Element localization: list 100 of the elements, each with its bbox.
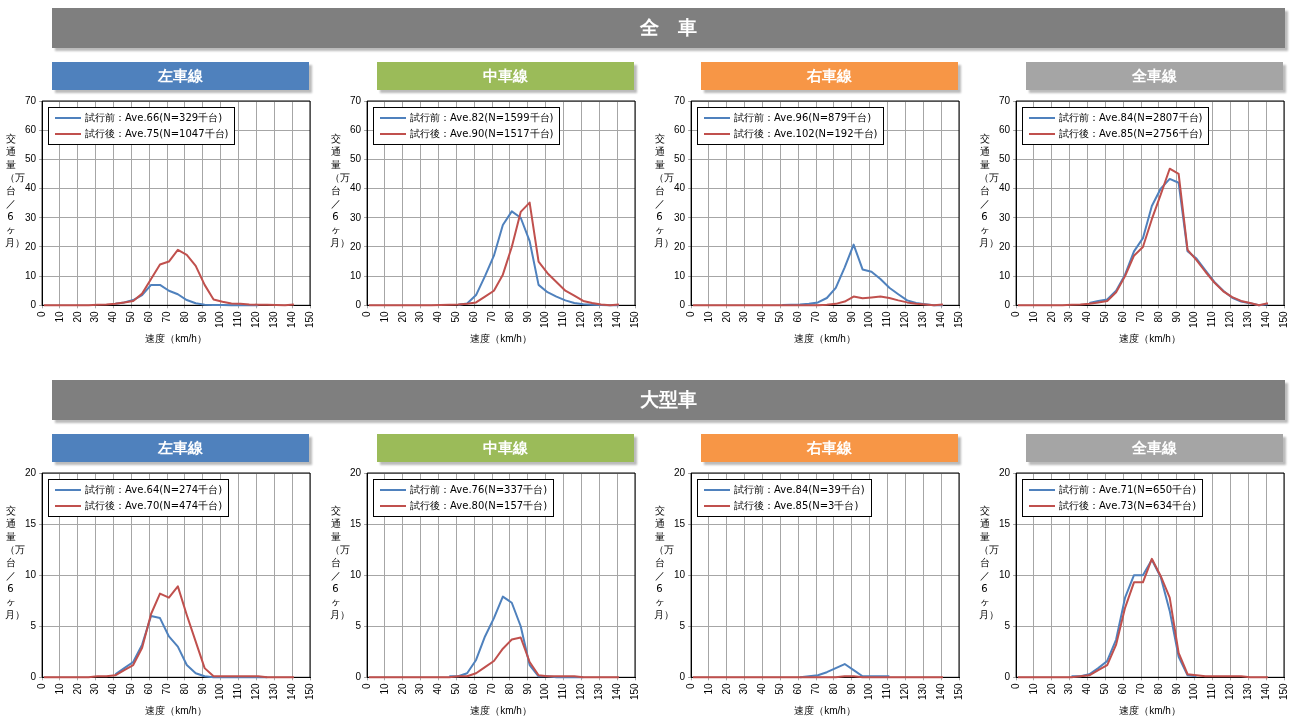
x-tick-label: 0 xyxy=(684,310,696,317)
x-tick-label: 90 xyxy=(1170,310,1182,323)
y-tick-label: 20 xyxy=(999,466,1011,478)
y-tick-label: 60 xyxy=(350,123,362,135)
x-tick-label: 80 xyxy=(1152,682,1164,695)
chart-title: 全車線 xyxy=(1026,434,1283,462)
y-tick-label: 20 xyxy=(350,240,362,252)
x-tick-label: 20 xyxy=(1045,682,1057,695)
text: 全 車 xyxy=(52,8,1285,48)
x-tick-label: 10 xyxy=(702,682,714,695)
legend-label: 試行後：Ave.85(N=3千台) xyxy=(733,499,860,513)
x-tick-label: 50 xyxy=(450,310,462,323)
x-tick-label: 30 xyxy=(89,682,101,695)
x-tick-label: 150 xyxy=(1277,310,1289,328)
x-tick-label: 70 xyxy=(485,682,497,695)
text: 交通量（万台／6ヶ月） xyxy=(979,505,999,620)
x-tick-label: 120 xyxy=(1224,682,1236,700)
x-tick-label: 10 xyxy=(378,682,390,695)
y-tick-label: 70 xyxy=(999,94,1011,106)
x-tick-label: 70 xyxy=(485,310,497,323)
x-tick-label: 120 xyxy=(250,310,262,328)
x-tick-label: 70 xyxy=(160,310,172,323)
x-tick-label: 70 xyxy=(1134,310,1146,323)
x-tick-label: 40 xyxy=(1081,682,1093,695)
x-tick-label: 150 xyxy=(952,310,964,328)
x-tick-label: 50 xyxy=(1099,682,1111,695)
y-tick-label: 5 xyxy=(355,619,362,631)
x-tick-label: 40 xyxy=(432,682,444,695)
x-axis-title: 速度（km/h） xyxy=(1119,704,1181,716)
y-tick-label: 30 xyxy=(674,211,686,223)
chart-title: 全車線 xyxy=(1026,62,1283,90)
x-tick-label: 10 xyxy=(53,682,65,695)
legend-label: 試行後：Ave.73(N=634千台) xyxy=(1058,499,1197,513)
x-tick-label: 60 xyxy=(468,682,480,695)
legend-label: 試行前：Ave.64(N=274千台) xyxy=(84,483,223,497)
text: 大型車 xyxy=(52,380,1285,420)
x-tick-label: 30 xyxy=(414,682,426,695)
x-tick-label: 110 xyxy=(557,682,569,700)
y-tick-label: 70 xyxy=(350,94,362,106)
x-tick-label: 100 xyxy=(863,682,875,700)
x-tick-label: 90 xyxy=(845,310,857,323)
y-tick-label: 20 xyxy=(999,240,1011,252)
x-tick-label: 60 xyxy=(1117,310,1129,323)
x-axis-title: 速度（km/h） xyxy=(470,332,532,344)
y-tick-label: 20 xyxy=(674,466,686,478)
x-tick-label: 20 xyxy=(71,682,83,695)
x-tick-label: 150 xyxy=(303,310,315,328)
legend-label: 試行後：Ave.85(N=2756千台) xyxy=(1058,127,1203,141)
y-tick-label: 20 xyxy=(674,240,686,252)
x-tick-label: 80 xyxy=(827,682,839,695)
x-tick-label: 20 xyxy=(720,310,732,323)
chart-title: 中車線 xyxy=(377,62,634,90)
x-tick-label: 120 xyxy=(250,682,262,700)
x-tick-label: 110 xyxy=(232,682,244,700)
y-tick-label: 50 xyxy=(674,153,686,165)
y-tick-label: 10 xyxy=(674,568,686,580)
y-tick-label: 70 xyxy=(25,94,37,106)
x-tick-label: 100 xyxy=(214,310,226,328)
x-tick-label: 50 xyxy=(125,310,137,323)
x-tick-label: 130 xyxy=(1242,310,1254,328)
chart-title: 右車線 xyxy=(701,62,958,90)
x-axis-title: 速度（km/h） xyxy=(145,704,207,716)
x-tick-label: 150 xyxy=(628,310,640,328)
x-tick-label: 90 xyxy=(1170,682,1182,695)
x-tick-label: 130 xyxy=(268,682,280,700)
x-tick-label: 10 xyxy=(702,310,714,323)
x-tick-label: 120 xyxy=(575,682,587,700)
y-tick-label: 15 xyxy=(674,517,686,529)
x-tick-label: 60 xyxy=(792,310,804,323)
x-tick-label: 0 xyxy=(1009,682,1021,689)
text: 交通量（万台／6ヶ月） xyxy=(330,505,350,620)
legend-label: 試行後：Ave.80(N=157千台) xyxy=(409,499,548,513)
x-tick-label: 40 xyxy=(432,310,444,323)
x-tick-label: 110 xyxy=(1206,682,1218,700)
x-tick-label: 10 xyxy=(53,310,65,323)
legend-label: 試行前：Ave.76(N=337千台) xyxy=(409,483,548,497)
y-tick-label: 10 xyxy=(350,269,362,281)
legend-label: 試行後：Ave.102(N=192千台) xyxy=(733,127,878,141)
y-tick-label: 10 xyxy=(25,568,37,580)
x-tick-label: 60 xyxy=(1117,682,1129,695)
x-tick-label: 60 xyxy=(468,310,480,323)
x-tick-label: 20 xyxy=(720,682,732,695)
x-tick-label: 20 xyxy=(71,310,83,323)
y-tick-label: 70 xyxy=(674,94,686,106)
legend-label: 試行前：Ave.82(N=1599千台) xyxy=(409,111,554,125)
x-tick-label: 120 xyxy=(899,682,911,700)
y-tick-label: 60 xyxy=(25,123,37,135)
legend-label: 試行後：Ave.70(N=474千台) xyxy=(84,499,223,513)
x-tick-label: 90 xyxy=(196,682,208,695)
y-tick-label: 20 xyxy=(350,466,362,478)
legend-label: 試行前：Ave.71(N=650千台) xyxy=(1058,483,1197,497)
x-tick-label: 40 xyxy=(756,310,768,323)
chart-title: 右車線 xyxy=(701,434,958,462)
x-tick-label: 70 xyxy=(809,310,821,323)
legend-label: 試行前：Ave.66(N=329千台) xyxy=(84,111,224,125)
y-tick-label: 15 xyxy=(999,517,1011,529)
x-tick-label: 50 xyxy=(125,682,137,695)
x-tick-label: 130 xyxy=(917,682,929,700)
x-tick-label: 20 xyxy=(1045,310,1057,323)
x-tick-label: 90 xyxy=(521,310,533,323)
